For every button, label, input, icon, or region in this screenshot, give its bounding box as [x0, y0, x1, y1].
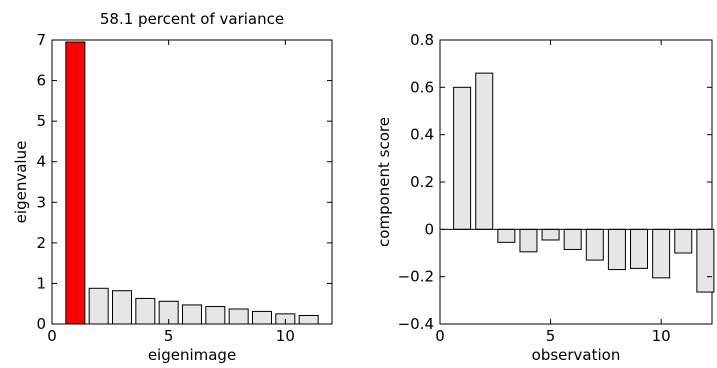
- bar-8: [228, 308, 249, 325]
- y-tick-label: 0.4: [410, 126, 434, 144]
- y-tick-label: −0.2: [398, 268, 434, 286]
- bars: [65, 41, 319, 325]
- bar-4: [135, 297, 156, 325]
- bar-9: [630, 228, 649, 269]
- x-tick-label: 5: [164, 327, 174, 345]
- x-ticks: 0 5 10: [435, 40, 671, 345]
- x-axis-label: eigenimage: [148, 346, 236, 364]
- bar-2: [475, 72, 494, 230]
- y-tick-label: 5: [36, 112, 46, 130]
- y-ticks: −0.4 −0.2 0 0.2 0.4 0.6 0.8: [398, 31, 712, 333]
- y-tick-label: 1: [36, 274, 46, 292]
- x-tick-label: 10: [652, 327, 671, 345]
- bar-6: [563, 228, 582, 250]
- bar-11: [674, 228, 693, 254]
- component-score-chart: −0.4 −0.2 0 0.2 0.4 0.6 0.8 0 5 10 observation c…: [375, 31, 715, 364]
- chart-title: 58.1 percent of variance: [100, 10, 284, 28]
- bar-9: [252, 310, 272, 325]
- y-tick-label: 0: [424, 220, 434, 238]
- y-ticks: 0 1 2 3 4 5 6 7: [36, 31, 332, 333]
- x-tick-label: 0: [47, 327, 57, 345]
- y-tick-label: −0.4: [398, 315, 434, 333]
- y-tick-label: 0.6: [410, 78, 434, 96]
- x-tick-label: 10: [276, 327, 295, 345]
- bar-4: [519, 228, 538, 253]
- y-tick-label: 4: [36, 153, 46, 171]
- bar-5: [541, 228, 560, 241]
- x-tick-label: 5: [546, 327, 556, 345]
- y-tick-label: 7: [36, 31, 46, 49]
- y-tick-label: 6: [36, 72, 46, 90]
- bar-2: [88, 287, 109, 325]
- y-axis-label: eigenvalue: [12, 141, 30, 224]
- bars: [453, 72, 715, 293]
- bar-7: [205, 306, 226, 325]
- bar-3: [497, 228, 516, 243]
- bar-3: [112, 290, 132, 325]
- bar-8: [607, 228, 626, 271]
- x-tick-label: 0: [435, 327, 445, 345]
- bar-1: [65, 41, 86, 325]
- y-tick-label: 0: [36, 315, 46, 333]
- bar-12: [696, 228, 715, 293]
- y-tick-label: 0.8: [410, 31, 434, 49]
- bar-1: [453, 86, 472, 230]
- x-ticks: 0 5 10: [47, 40, 295, 345]
- plot-frame: [51, 39, 333, 325]
- y-tick-label: 2: [36, 234, 46, 252]
- y-axis-label: component score: [375, 117, 393, 247]
- y-tick-label: 3: [36, 193, 46, 211]
- eigenvalue-chart: 58.1 percent of variance 0 1 2 3 4 5 6 7 0 5 10 e…: [12, 10, 333, 364]
- y-tick-label: 0.2: [410, 173, 434, 191]
- bar-6: [182, 304, 202, 325]
- x-axis-label: observation: [532, 346, 621, 364]
- bar-7: [585, 228, 604, 261]
- bar-10: [652, 228, 671, 279]
- bar-11: [298, 314, 319, 325]
